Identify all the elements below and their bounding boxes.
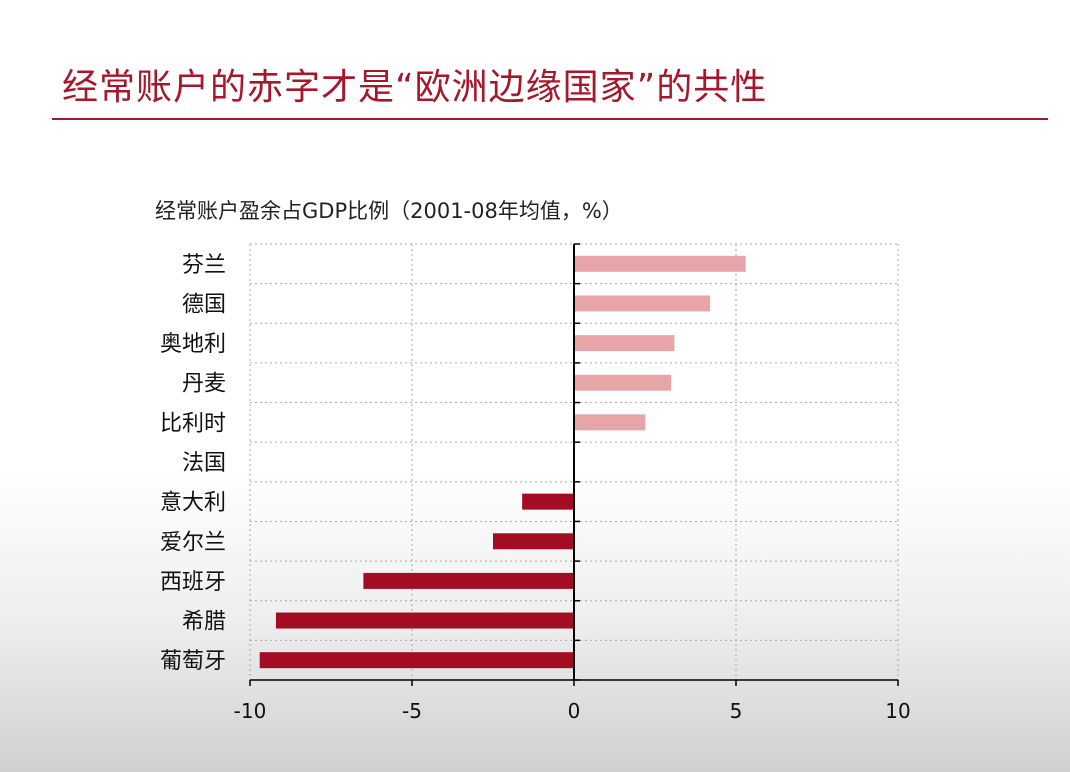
category-label: 德国: [182, 292, 226, 317]
x-tick-label: -10: [234, 699, 267, 723]
category-label: 芬兰: [182, 253, 226, 278]
category-label: 意大利: [160, 491, 226, 516]
x-tick-label: 5: [730, 699, 743, 723]
x-tick-label: -5: [402, 699, 422, 723]
category-label: 爱尔兰: [160, 530, 226, 555]
bar-8: [493, 533, 574, 550]
slide-title: 经常账户的赤字才是“欧洲边缘国家”的共性: [62, 67, 768, 108]
bar-10: [275, 612, 574, 629]
category-label: 奥地利: [160, 332, 226, 357]
category-label: 丹麦: [182, 372, 226, 397]
bar-11: [259, 652, 574, 669]
x-tick-label: 0: [568, 699, 581, 723]
x-tick-label: 10: [885, 699, 910, 723]
title-divider: [52, 118, 1048, 120]
bar-1: [574, 255, 746, 272]
category-label: 葡萄牙: [160, 649, 226, 674]
bar-4: [574, 374, 672, 391]
category-label: 西班牙: [160, 570, 226, 595]
bar-3: [574, 335, 675, 352]
bar-5: [574, 414, 646, 431]
bar-7: [522, 493, 574, 510]
category-label: 希腊: [182, 610, 226, 635]
bar-2: [574, 295, 711, 312]
category-label: 比利时: [160, 411, 226, 436]
category-label: 法国: [182, 451, 226, 476]
chart-title: 经常账户盈余占GDP比例（2001-08年均值，%）: [155, 199, 623, 223]
bar-9: [363, 572, 574, 589]
